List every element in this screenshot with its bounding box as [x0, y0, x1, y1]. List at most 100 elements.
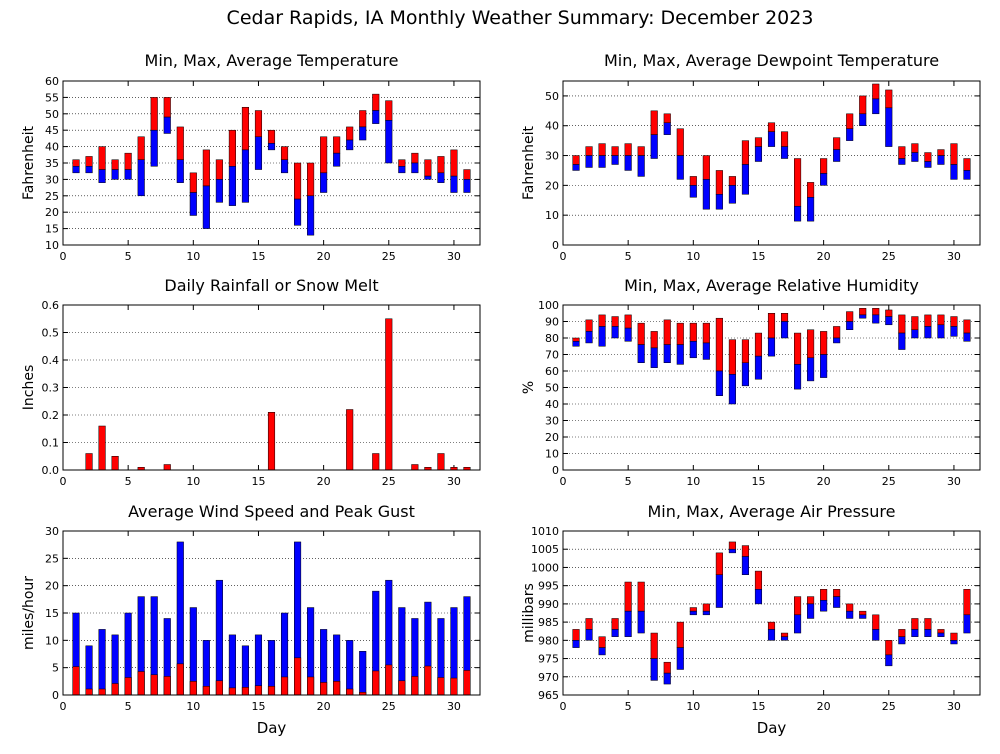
- bar-upper-range: [611, 618, 619, 630]
- bar-lower-range: [611, 155, 619, 165]
- y-tick-label: 0.0: [42, 464, 60, 477]
- bar-upper-range: [689, 607, 697, 612]
- x-tick-label: 5: [125, 475, 132, 488]
- bar-upper-range: [780, 131, 789, 147]
- bar-lower-range: [794, 614, 802, 634]
- bar-upper-range: [189, 172, 197, 193]
- bar-lower-range: [859, 113, 867, 126]
- bar-upper-range: [872, 614, 880, 630]
- bar-lower-range: [820, 599, 828, 612]
- bar-lower-range: [611, 326, 619, 339]
- chart-title: Min, Max, Average Relative Humidity: [624, 276, 919, 295]
- bar-upper-range: [585, 146, 593, 156]
- bar-lower-range: [924, 326, 932, 339]
- bar-lower-range: [585, 331, 593, 344]
- x-tick-label: 25: [882, 250, 896, 263]
- chart-title: Min, Max, Average Temperature: [145, 51, 399, 70]
- y-tick-label: 50: [545, 382, 559, 395]
- bar-upper-range: [911, 316, 919, 330]
- bar-upper-range: [820, 158, 828, 174]
- bar-upper-range: [963, 158, 971, 171]
- bar-upper-range: [846, 311, 854, 322]
- bar-upper-range: [950, 143, 958, 165]
- bar-average-speed: [98, 688, 106, 696]
- x-tick-label: 5: [625, 250, 632, 263]
- bar-lower-range: [163, 116, 171, 134]
- bar-lower-range: [807, 197, 815, 222]
- bar-lower-range: [637, 344, 645, 364]
- bar-lower-range: [911, 152, 919, 162]
- bar-upper-range: [780, 313, 789, 322]
- bar-average-speed: [294, 657, 302, 696]
- bar-lower-range: [463, 179, 471, 193]
- y-tick-label: 50: [545, 90, 559, 103]
- x-tick-label: 5: [625, 700, 632, 713]
- bar-upper-range: [767, 122, 776, 132]
- y-tick-label: 15: [45, 223, 59, 236]
- bar-rainfall: [163, 464, 171, 471]
- y-tick-label: 25: [45, 190, 59, 203]
- bar-upper-range: [437, 156, 445, 174]
- x-tick-label: 20: [817, 250, 831, 263]
- bar-upper-range: [911, 143, 919, 153]
- bar-lower-range: [124, 169, 132, 180]
- bar-upper-range: [424, 159, 432, 177]
- bar-lower-range: [650, 134, 658, 159]
- bar-upper-range: [794, 158, 802, 207]
- x-tick-label: 20: [817, 700, 831, 713]
- bar-average-speed: [85, 688, 93, 696]
- y-axis-label: Inches: [21, 365, 37, 410]
- y-axis-label: Fahrenheit: [21, 125, 37, 200]
- bar-upper-range: [767, 313, 776, 339]
- bar-lower-range: [254, 136, 263, 170]
- bar-upper-range: [585, 618, 593, 630]
- y-tick-label: 995: [538, 580, 559, 593]
- bar-lower-range: [372, 110, 380, 124]
- bar-upper-range: [663, 661, 671, 674]
- y-tick-label: 990: [538, 598, 559, 611]
- x-tick-label: 25: [882, 475, 896, 488]
- x-tick-label: 20: [317, 700, 331, 713]
- x-tick-label: 20: [317, 250, 331, 263]
- bar-upper-range: [572, 155, 580, 165]
- x-tick-label: 20: [817, 475, 831, 488]
- bar-lower-range: [267, 143, 276, 151]
- plot-frame: [62, 530, 481, 696]
- bar-lower-range: [572, 341, 580, 347]
- bar-upper-range: [924, 618, 932, 630]
- bar-upper-range: [859, 308, 867, 316]
- bar-upper-range: [728, 339, 736, 375]
- bar-rainfall: [372, 453, 380, 471]
- chart-title: Average Wind Speed and Peak Gust: [128, 502, 415, 521]
- bar-lower-range: [767, 629, 776, 641]
- bar-average-speed: [202, 686, 210, 696]
- bar-lower-range: [924, 629, 932, 637]
- bar-lower-range: [794, 364, 802, 390]
- bar-lower-range: [624, 327, 632, 342]
- bar-lower-range: [715, 370, 723, 396]
- bar-upper-range: [72, 159, 80, 167]
- chart-title: Min, Max, Average Dewpoint Temperature: [604, 51, 939, 70]
- y-tick-label: 40: [545, 398, 559, 411]
- bar-upper-range: [689, 322, 697, 342]
- bar-average-speed: [463, 670, 471, 696]
- bar-average-speed: [241, 687, 249, 696]
- y-tick-label: 40: [545, 120, 559, 133]
- x-tick-label: 0: [60, 250, 67, 263]
- bar-upper-range: [898, 629, 906, 637]
- bar-lower-range: [650, 347, 658, 368]
- y-tick-label: 975: [538, 653, 559, 666]
- bar-upper-range: [807, 329, 815, 359]
- y-tick-label: 20: [45, 206, 59, 219]
- bar-upper-range: [572, 337, 580, 342]
- bar-average-speed: [150, 674, 158, 696]
- x-tick-label: 15: [751, 250, 765, 263]
- bar-lower-range: [150, 129, 158, 167]
- x-tick-label: 20: [317, 475, 331, 488]
- bar-upper-range: [624, 143, 632, 156]
- y-tick-label: 55: [45, 91, 59, 104]
- bar-upper-range: [676, 621, 684, 648]
- y-tick-label: 25: [45, 552, 59, 565]
- bar-upper-range: [611, 316, 619, 327]
